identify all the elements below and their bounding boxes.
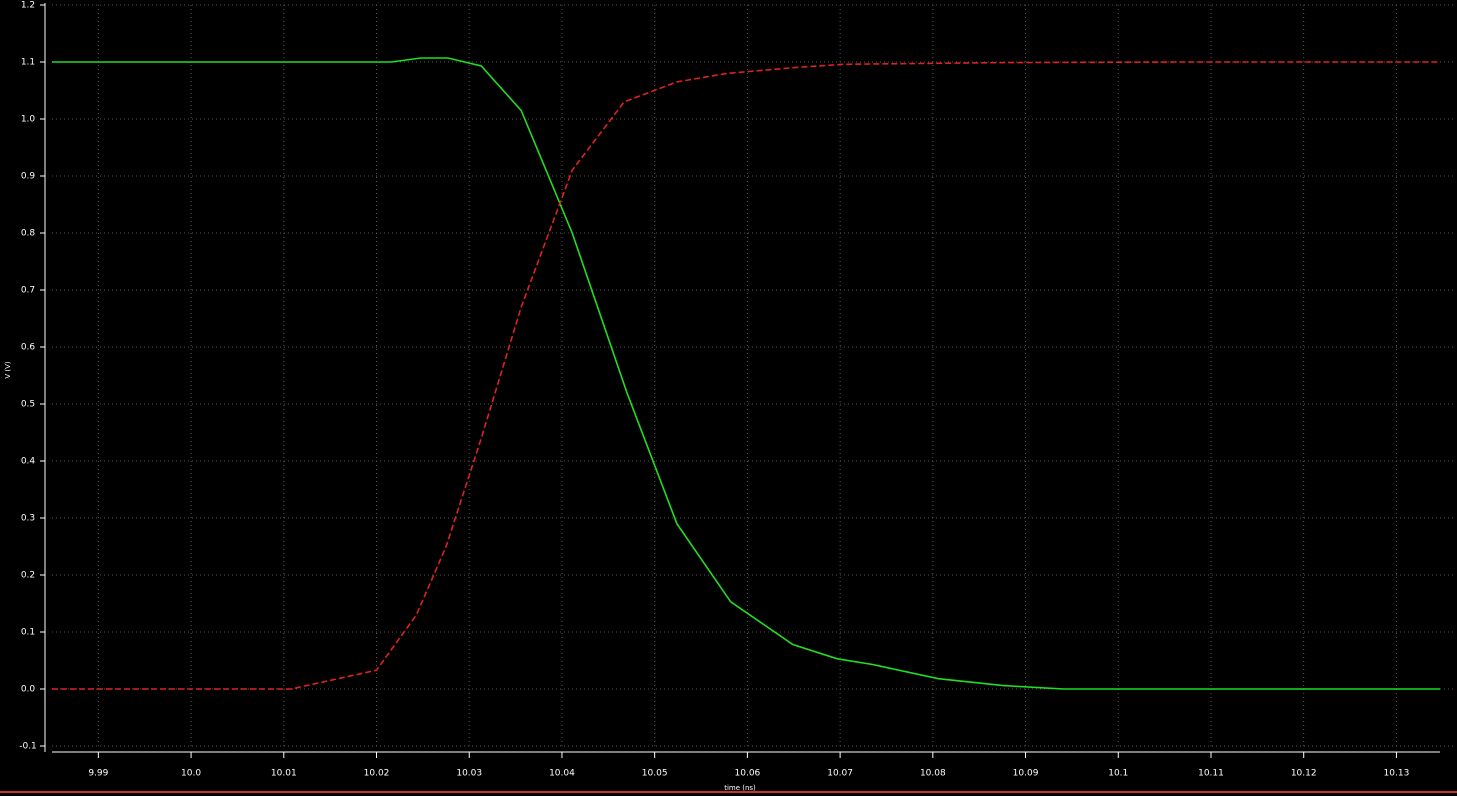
y-tick-label: 0.1 — [21, 628, 35, 638]
x-axis-label: time (ns) — [724, 784, 756, 792]
y-tick-label: 1.1 — [21, 58, 35, 68]
x-tick-label: 10.07 — [827, 769, 853, 779]
series-line — [52, 57, 1440, 690]
x-tick-label: 10.09 — [1013, 769, 1039, 779]
x-tick-label: 10.1 — [1108, 769, 1128, 779]
x-tick-label: 10.05 — [642, 769, 668, 779]
y-tick-label: 0.8 — [21, 229, 36, 239]
y-tick-label: 1.2 — [21, 1, 35, 11]
x-tick-label: 10.13 — [1384, 769, 1410, 779]
series-line — [52, 61, 1440, 690]
y-tick-label: 0.5 — [21, 400, 35, 410]
x-tick-label: 9.99 — [88, 769, 108, 779]
y-tick-label: 0.0 — [21, 685, 36, 695]
x-tick-label: 10.0 — [181, 769, 201, 779]
y-tick-label: 0.7 — [21, 286, 35, 296]
x-tick-label: 10.06 — [735, 769, 761, 779]
y-tick-label: 0.4 — [21, 457, 36, 467]
x-tick-label: 10.08 — [920, 769, 946, 779]
y-axis-label: V (V) — [4, 361, 12, 379]
y-tick-label: 1.0 — [21, 115, 36, 125]
y-tick-label: -0.1 — [19, 742, 37, 752]
y-tick-label: 0.2 — [21, 571, 35, 581]
y-tick-label: 0.6 — [21, 343, 36, 353]
x-tick-label: 10.03 — [456, 769, 482, 779]
x-tick-label: 10.11 — [1198, 769, 1224, 779]
y-tick-label: 0.9 — [21, 172, 36, 182]
x-tick-label: 10.12 — [1291, 769, 1317, 779]
x-tick-label: 10.01 — [271, 769, 297, 779]
y-tick-label: 0.3 — [21, 514, 35, 524]
x-tick-label: 10.02 — [364, 769, 390, 779]
x-tick-label: 10.04 — [549, 769, 575, 779]
